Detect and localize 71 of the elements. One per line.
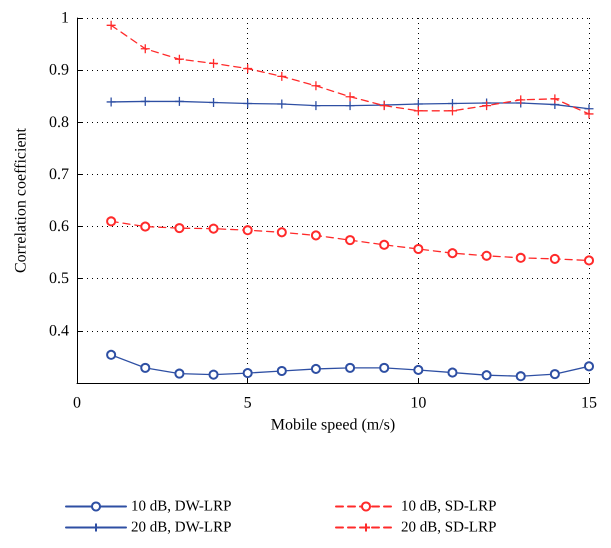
point <box>413 244 424 254</box>
point <box>447 248 458 258</box>
point <box>106 350 116 360</box>
point <box>550 254 560 264</box>
y-tick-label: 0.5 <box>49 270 69 288</box>
point <box>208 370 219 380</box>
point <box>310 80 322 91</box>
point <box>174 223 184 234</box>
point <box>481 100 492 111</box>
point <box>379 240 390 250</box>
point <box>140 96 150 107</box>
point <box>550 369 560 380</box>
point <box>447 98 458 109</box>
point <box>447 368 458 378</box>
y-tick-label: 0.6 <box>49 218 69 236</box>
point <box>516 94 526 106</box>
point <box>413 106 424 116</box>
y-tick-label: 1 <box>61 10 69 26</box>
legend-label: 20 dB, SD-LRP <box>401 520 496 536</box>
point <box>174 54 185 64</box>
point <box>276 227 287 238</box>
point <box>140 44 150 54</box>
point <box>242 368 253 378</box>
point <box>379 362 390 373</box>
point <box>276 366 287 376</box>
point <box>140 222 150 232</box>
point <box>106 20 116 30</box>
point <box>550 94 560 104</box>
point <box>584 108 594 120</box>
point <box>208 58 219 69</box>
point <box>310 364 321 374</box>
x-tick-label: 0 <box>73 394 81 412</box>
point <box>584 255 594 266</box>
point <box>516 371 526 382</box>
legend-label: 20 dB, DW-LRP <box>131 520 232 536</box>
point <box>174 368 184 379</box>
point <box>242 225 253 236</box>
point <box>276 71 287 82</box>
point <box>344 92 356 102</box>
point <box>345 362 356 373</box>
point <box>516 252 526 263</box>
point <box>482 370 492 380</box>
point <box>413 98 424 110</box>
x-tick-label: 15 <box>581 394 597 412</box>
point <box>208 97 219 108</box>
point <box>345 235 356 246</box>
y-tick-label: 0.7 <box>49 166 69 183</box>
y-tick-label: 0.8 <box>49 114 69 131</box>
x-tick-label: 10 <box>410 394 426 412</box>
x-tick-label: 5 <box>244 394 252 412</box>
point <box>584 361 594 372</box>
point <box>242 98 253 109</box>
point <box>310 100 322 111</box>
point <box>447 106 458 116</box>
y-tick-label: 0.9 <box>49 62 69 79</box>
x-axis-title: Mobile speed (m/s) <box>270 416 396 434</box>
legend-label: 10 dB, DW-LRP <box>131 498 232 514</box>
point <box>208 224 219 234</box>
y-tick-label: 0.4 <box>49 322 69 340</box>
y-axis-title: Correlation coefficient <box>12 127 30 273</box>
legend-label: 10 dB, SD-LRP <box>401 498 496 514</box>
point <box>276 98 287 110</box>
point <box>140 362 150 373</box>
point <box>482 250 492 261</box>
point <box>310 230 321 240</box>
point <box>106 216 116 226</box>
point <box>242 63 253 74</box>
point <box>413 364 424 375</box>
point <box>344 100 356 111</box>
point <box>174 96 185 107</box>
point <box>106 96 116 108</box>
